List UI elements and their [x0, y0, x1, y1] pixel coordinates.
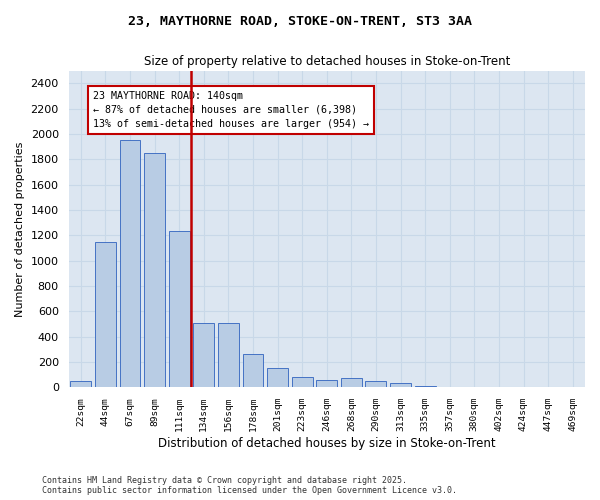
Y-axis label: Number of detached properties: Number of detached properties — [15, 141, 25, 316]
Bar — [390, 384, 411, 387]
X-axis label: Distribution of detached houses by size in Stoke-on-Trent: Distribution of detached houses by size … — [158, 437, 496, 450]
Bar — [95, 242, 116, 387]
Bar — [267, 368, 288, 387]
Bar — [341, 378, 362, 387]
Title: Size of property relative to detached houses in Stoke-on-Trent: Size of property relative to detached ho… — [143, 55, 510, 68]
Bar — [439, 386, 460, 387]
Text: Contains HM Land Registry data © Crown copyright and database right 2025.
Contai: Contains HM Land Registry data © Crown c… — [42, 476, 457, 495]
Bar — [292, 377, 313, 387]
Bar — [169, 232, 190, 387]
Bar — [218, 322, 239, 387]
Bar — [70, 381, 91, 387]
Bar — [119, 140, 140, 387]
Text: 23, MAYTHORNE ROAD, STOKE-ON-TRENT, ST3 3AA: 23, MAYTHORNE ROAD, STOKE-ON-TRENT, ST3 … — [128, 15, 472, 28]
Bar — [193, 322, 214, 387]
Bar — [365, 381, 386, 387]
Bar — [144, 153, 165, 387]
Text: 23 MAYTHORNE ROAD: 140sqm
← 87% of detached houses are smaller (6,398)
13% of se: 23 MAYTHORNE ROAD: 140sqm ← 87% of detac… — [93, 91, 369, 129]
Bar — [415, 386, 436, 387]
Bar — [242, 354, 263, 387]
Bar — [316, 380, 337, 387]
